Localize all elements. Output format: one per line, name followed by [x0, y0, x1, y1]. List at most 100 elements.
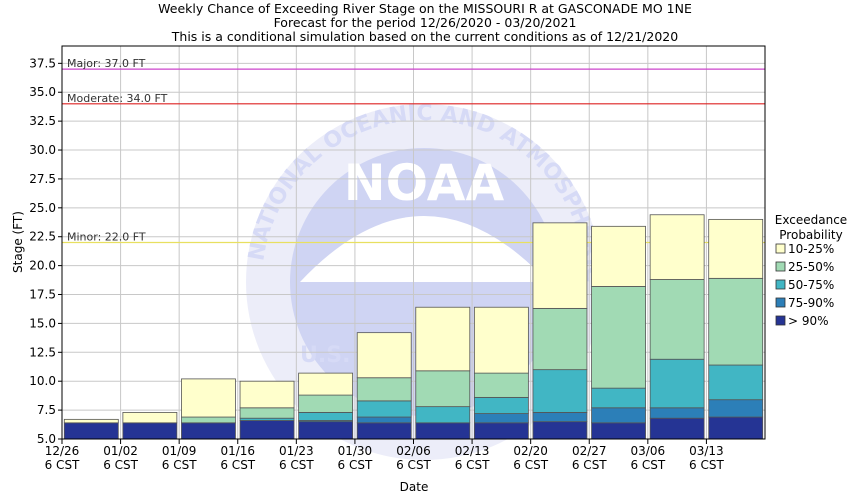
bar-segment	[122, 412, 178, 424]
bar-segment	[708, 399, 764, 418]
y-tick-label: 5.0	[37, 432, 56, 446]
bar-segment	[649, 407, 705, 419]
flood-label: Moderate: 34.0 FT	[67, 92, 168, 105]
bar-segment	[532, 369, 588, 413]
bar-segment	[415, 422, 471, 440]
bar-segment	[415, 306, 471, 372]
y-tick-label: 17.5	[29, 288, 56, 302]
legend-swatch	[775, 261, 786, 272]
watermark-logo-text: NOAA	[344, 154, 505, 212]
x-tick-label-date: 02/13	[455, 444, 490, 458]
x-tick-label-date: 01/16	[220, 444, 255, 458]
x-tick-label-time: 6 CST	[572, 458, 607, 472]
bar-segment	[473, 372, 529, 398]
legend-label: > 90%	[788, 314, 829, 328]
bar-segment	[591, 286, 646, 389]
x-tick-label-date: 02/27	[572, 444, 607, 458]
legend-title-line-2: Probability	[779, 228, 842, 242]
bar-segment	[356, 422, 412, 440]
x-tick-label-time: 6 CST	[162, 458, 197, 472]
bar-segment	[181, 378, 236, 418]
bar-segment	[591, 422, 646, 440]
bar-segment	[356, 400, 412, 418]
bar-segment	[591, 225, 646, 287]
bar-segment	[181, 422, 236, 440]
bar-segment	[181, 416, 236, 424]
plot-frame	[61, 45, 766, 440]
bar-segment	[708, 416, 764, 440]
y-tick-label: 37.5	[29, 56, 56, 70]
legend-label: 50-75%	[788, 278, 834, 292]
legend-swatch	[775, 297, 786, 308]
legend-swatch	[775, 279, 786, 290]
x-tick-label-date: 01/30	[338, 444, 373, 458]
x-axis-title: Date	[400, 480, 429, 494]
y-tick-label: 35.0	[29, 85, 56, 99]
x-tick-label-time: 6 CST	[279, 458, 314, 472]
x-tick-label-time: 6 CST	[513, 458, 548, 472]
bar-segment	[649, 279, 705, 360]
x-tick-label-date: 01/02	[103, 444, 138, 458]
y-tick-label: 10.0	[29, 374, 56, 388]
bar-segment	[591, 387, 646, 409]
legend-label: 25-50%	[788, 260, 834, 274]
bar-segment	[239, 407, 295, 419]
bar-segment	[532, 307, 588, 371]
y-tick-label: 30.0	[29, 143, 56, 157]
bar-segment	[298, 421, 354, 440]
bars	[63, 214, 764, 440]
watermark-bottom-text: U.S.	[300, 343, 350, 368]
y-axis-title: Stage (FT)	[11, 211, 25, 273]
bar-segment	[239, 380, 295, 409]
bar-segment	[239, 420, 295, 440]
y-tick-label: 25.0	[29, 201, 56, 215]
bar-segment	[591, 407, 646, 424]
bar-segment	[708, 364, 764, 401]
x-tick-label-date: 03/06	[631, 444, 666, 458]
y-tick-label: 20.0	[29, 259, 56, 273]
x-tick-label-date: 01/23	[279, 444, 314, 458]
legend-label: 75-90%	[788, 296, 834, 310]
x-tick-label-time: 6 CST	[455, 458, 490, 472]
bar-segment	[649, 358, 705, 409]
bar-segment	[532, 222, 588, 309]
y-axis: 5.0 7.5 10.0 12.5 15.0 17.5 20.0 22.5 25.0 27.5 30…	[29, 56, 62, 446]
bar-segment	[473, 422, 529, 440]
x-tick-label-time: 6 CST	[630, 458, 665, 472]
chart-title-line-1: Weekly Chance of Exceeding River Stage o…	[158, 1, 692, 16]
bar-segment	[708, 218, 764, 279]
bar-segment	[356, 377, 412, 402]
x-tick-label-time: 6 CST	[103, 458, 138, 472]
legend-swatch	[775, 243, 786, 254]
x-tick-label-date: 02/06	[396, 444, 431, 458]
bar-segment	[298, 394, 354, 413]
bar-segment	[415, 406, 471, 424]
x-tick-label-date: 02/20	[513, 444, 548, 458]
bar-segment	[415, 370, 471, 408]
bar-segment	[122, 422, 178, 440]
y-tick-label: 32.5	[29, 114, 56, 128]
bar-segment	[708, 277, 764, 366]
x-tick-label-time: 6 CST	[338, 458, 373, 472]
bar-segment	[473, 396, 529, 414]
bar-segment	[63, 422, 119, 440]
chart-title-line-2: Forecast for the period 12/26/2020 - 03/…	[273, 15, 577, 30]
bar-segment	[473, 413, 529, 424]
y-tick-label: 12.5	[29, 345, 56, 359]
legend-swatch	[775, 315, 786, 326]
bar-segment	[532, 421, 588, 440]
bar-segment	[63, 418, 119, 424]
x-tick-label-time: 6 CST	[689, 458, 724, 472]
x-tick-label-date: 01/09	[162, 444, 197, 458]
x-tick-label-date: 03/13	[689, 444, 724, 458]
bar-segment	[298, 372, 354, 396]
y-tick-label: 22.5	[29, 230, 56, 244]
legend: Exceedance Probability 10-25% 25-50% 50-75…	[775, 213, 847, 328]
y-tick-label: 15.0	[29, 316, 56, 330]
y-tick-label: 27.5	[29, 172, 56, 186]
flood-level-lines: Major: 37.0 FT Moderate: 34.0 FT Minor: 22…	[62, 57, 765, 244]
chart-title-line-3: This is a conditional simulation based o…	[171, 29, 679, 44]
flood-label: Major: 37.0 FT	[67, 57, 146, 70]
